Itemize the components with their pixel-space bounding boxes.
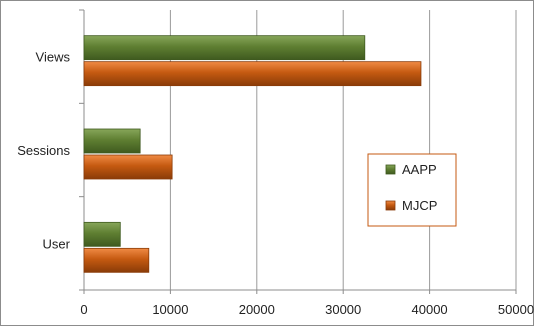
- bars: [83, 35, 422, 273]
- category-label-user: User: [43, 236, 71, 251]
- bar-aapp-sessions: [83, 128, 141, 154]
- bar-mjcp-sessions: [83, 154, 173, 180]
- x-tick-label-20000: 20000: [239, 302, 275, 317]
- bar-mjcp-user: [83, 247, 150, 273]
- legend-label-aapp: AAPP: [402, 162, 437, 177]
- x-tick-label-50000: 50000: [498, 302, 534, 317]
- x-tick-label-0: 0: [80, 302, 87, 317]
- legend-swatch-aapp: [385, 164, 396, 175]
- x-tick-label-40000: 40000: [412, 302, 448, 317]
- bar-aapp-views: [83, 35, 366, 61]
- legend: AAPP MJCP: [367, 153, 457, 227]
- legend-swatch-mjcp: [385, 200, 396, 211]
- legend-box: [367, 153, 457, 227]
- x-tick-label-10000: 10000: [152, 302, 188, 317]
- x-tick-label-30000: 30000: [325, 302, 361, 317]
- category-label-sessions: Sessions: [17, 143, 70, 158]
- labels: 0 10000 20000 30000 40000 50000 Views Sessions U…: [17, 50, 534, 317]
- legend-label-mjcp: MJCP: [402, 198, 437, 213]
- bar-aapp-user: [83, 221, 121, 247]
- category-label-views: Views: [36, 50, 71, 65]
- bar-mjcp-views: [83, 61, 422, 87]
